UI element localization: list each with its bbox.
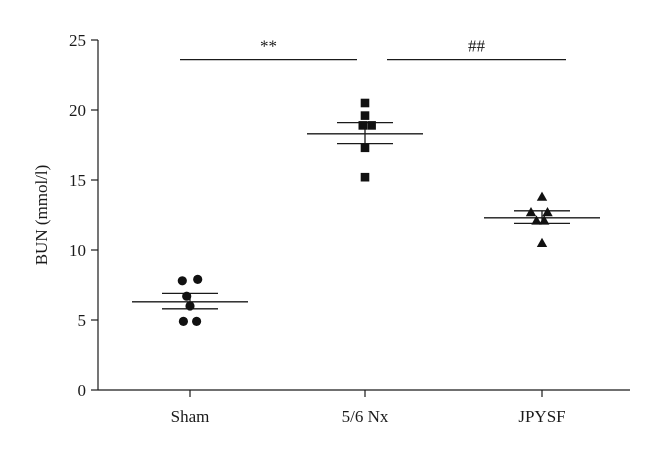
axes — [97, 40, 630, 391]
x-tick-label-2: JPYSF — [518, 407, 565, 426]
data-point-2-2 — [542, 207, 553, 217]
data-point-0-0 — [177, 276, 187, 286]
y-tick-label-25: 25 — [69, 31, 86, 50]
data-point-2-3 — [531, 215, 542, 225]
data-point-1-3 — [367, 121, 376, 130]
x-ticks: Sham 5/6 Nx JPYSF — [171, 390, 566, 426]
y-tick-label-10: 10 — [69, 241, 86, 260]
data-point-1-2 — [358, 121, 368, 130]
y-ticks: 0 5 10 15 20 25 — [69, 31, 98, 400]
x-tick-label-1: 5/6 Nx — [342, 407, 389, 426]
data-points — [177, 98, 553, 326]
data-point-1-1 — [360, 111, 370, 120]
y-tick-label-5: 5 — [78, 311, 87, 330]
significance-label-0: ** — [260, 37, 277, 56]
data-point-2-5 — [536, 237, 548, 247]
data-point-1-4 — [360, 143, 370, 153]
data-point-0-4 — [178, 316, 188, 326]
y-tick-label-15: 15 — [69, 171, 86, 190]
data-point-2-4 — [539, 215, 550, 225]
y-tick-label-20: 20 — [69, 101, 86, 120]
x-tick-label-0: Sham — [171, 407, 210, 426]
y-tick-label-0: 0 — [78, 381, 87, 400]
significance-label-1: ## — [468, 37, 486, 56]
data-point-1-0 — [360, 98, 370, 108]
significance-annotations: ** ## — [180, 37, 566, 61]
data-point-0-2 — [182, 291, 192, 301]
data-point-2-0 — [536, 191, 548, 201]
data-point-0-5 — [192, 316, 202, 326]
data-point-2-1 — [525, 207, 537, 217]
data-point-0-1 — [193, 274, 203, 284]
data-point-1-5 — [360, 172, 370, 182]
data-point-0-3 — [185, 301, 195, 311]
y-axis-title: BUN (mmol/l) — [32, 165, 51, 266]
